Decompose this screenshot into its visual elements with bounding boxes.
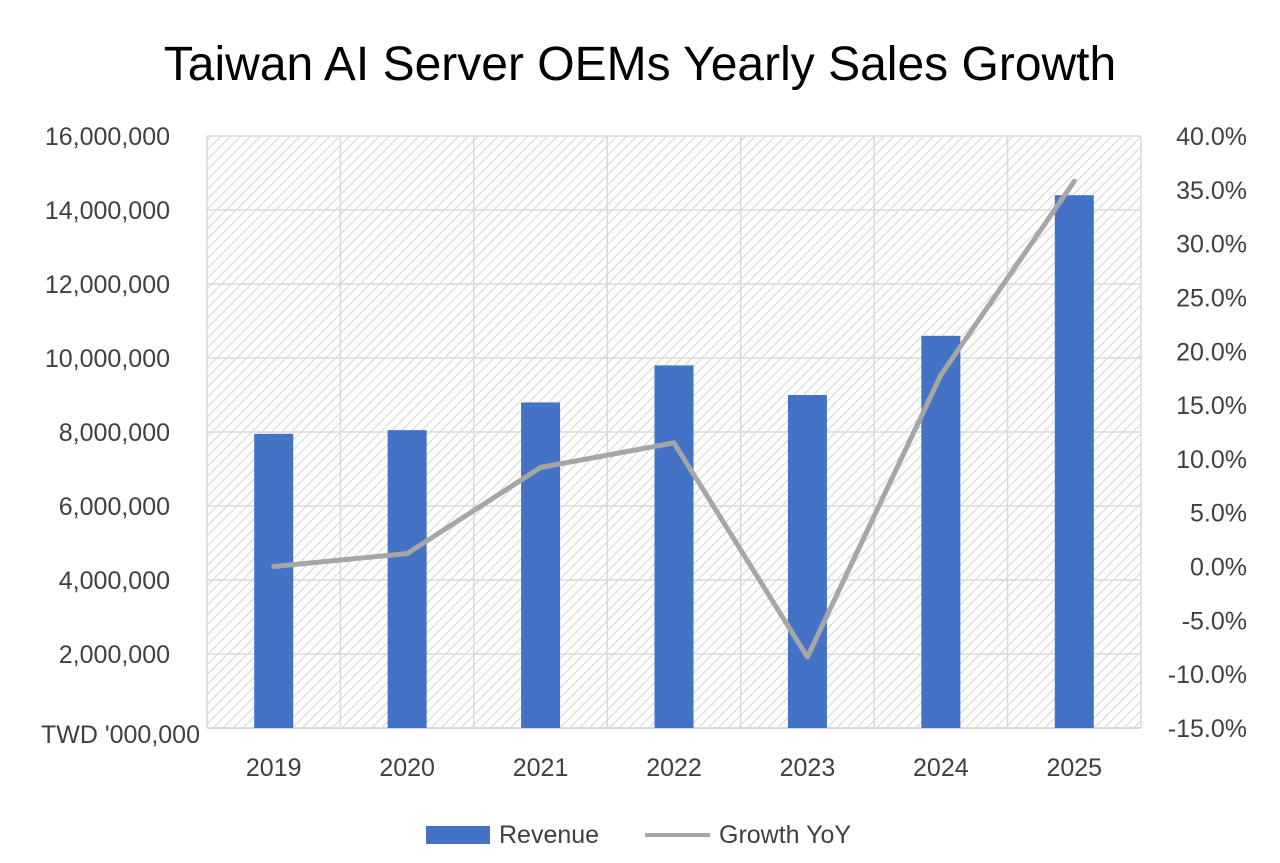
revenue-bar-2023 [787,395,827,728]
right-axis-tick-label: -5.0% [1182,607,1247,635]
x-axis-tick-label: 2021 [513,754,569,782]
revenue-bar-2021 [521,402,561,728]
left-axis-unit-label: TWD '000,000 [41,721,200,749]
left-axis-tick-label: 6,000,000 [59,493,170,521]
revenue-bars [254,195,1094,728]
right-axis-tick-label: 30.0% [1176,231,1247,259]
left-axis-tick-label: 8,000,000 [59,419,170,447]
legend-revenue-label: Revenue [499,821,599,849]
chart-title: Taiwan AI Server OEMs Yearly Sales Growt… [164,38,1116,91]
growth-line-group [271,178,1077,660]
x-axis-tick-label: 2019 [246,754,302,782]
x-axis-tick-label: 2025 [1046,754,1102,782]
right-axis-tick-label: 10.0% [1176,446,1247,474]
right-axis-ticks: -15.0% -10.0% -5.0% 0.0% 5.0% 10.0% 15.0% 20.0%… [1168,123,1247,743]
right-axis-tick-label: 35.0% [1176,177,1247,205]
revenue-bar-2019 [254,433,294,728]
growth-yoy-line [271,178,1077,660]
left-axis-tick-label: 2,000,000 [59,641,170,669]
left-axis-tick-label: 12,000,000 [45,271,170,299]
right-axis-tick-label: 40.0% [1176,123,1247,151]
left-axis-ticks: 2,000,000 4,000,000 6,000,000 8,000,000 10,0… [45,123,170,669]
revenue-bar-2020 [387,430,427,728]
left-axis-tick-label: 4,000,000 [59,567,170,595]
x-axis-ticks: 2019 2020 2021 2022 2023 2024 2025 [246,754,1102,782]
x-axis-tick-label: 2023 [780,754,836,782]
right-axis-tick-label: 20.0% [1176,338,1247,366]
x-axis-tick-label: 2020 [379,754,435,782]
right-axis-tick-label: 25.0% [1176,284,1247,312]
left-axis-tick-label: 14,000,000 [45,197,170,225]
left-axis-tick-label: 10,000,000 [45,345,170,373]
legend-revenue-swatch [426,826,490,844]
legend-growth-label: Growth YoY [719,821,851,849]
right-axis-tick-label: 0.0% [1190,554,1247,582]
right-axis-tick-label: 5.0% [1190,500,1247,528]
revenue-bar-2022 [654,365,694,728]
right-axis-tick-label: -10.0% [1168,661,1247,689]
legend: Revenue Growth YoY [426,821,851,849]
right-axis-tick-label: -15.0% [1168,715,1247,743]
revenue-bar-2024 [921,335,961,728]
revenue-bar-2025 [1054,195,1094,728]
x-axis-tick-label: 2022 [646,754,702,782]
right-axis-tick-label: 15.0% [1176,392,1247,420]
x-axis-tick-label: 2024 [913,754,969,782]
left-axis-tick-label: 16,000,000 [45,123,170,151]
